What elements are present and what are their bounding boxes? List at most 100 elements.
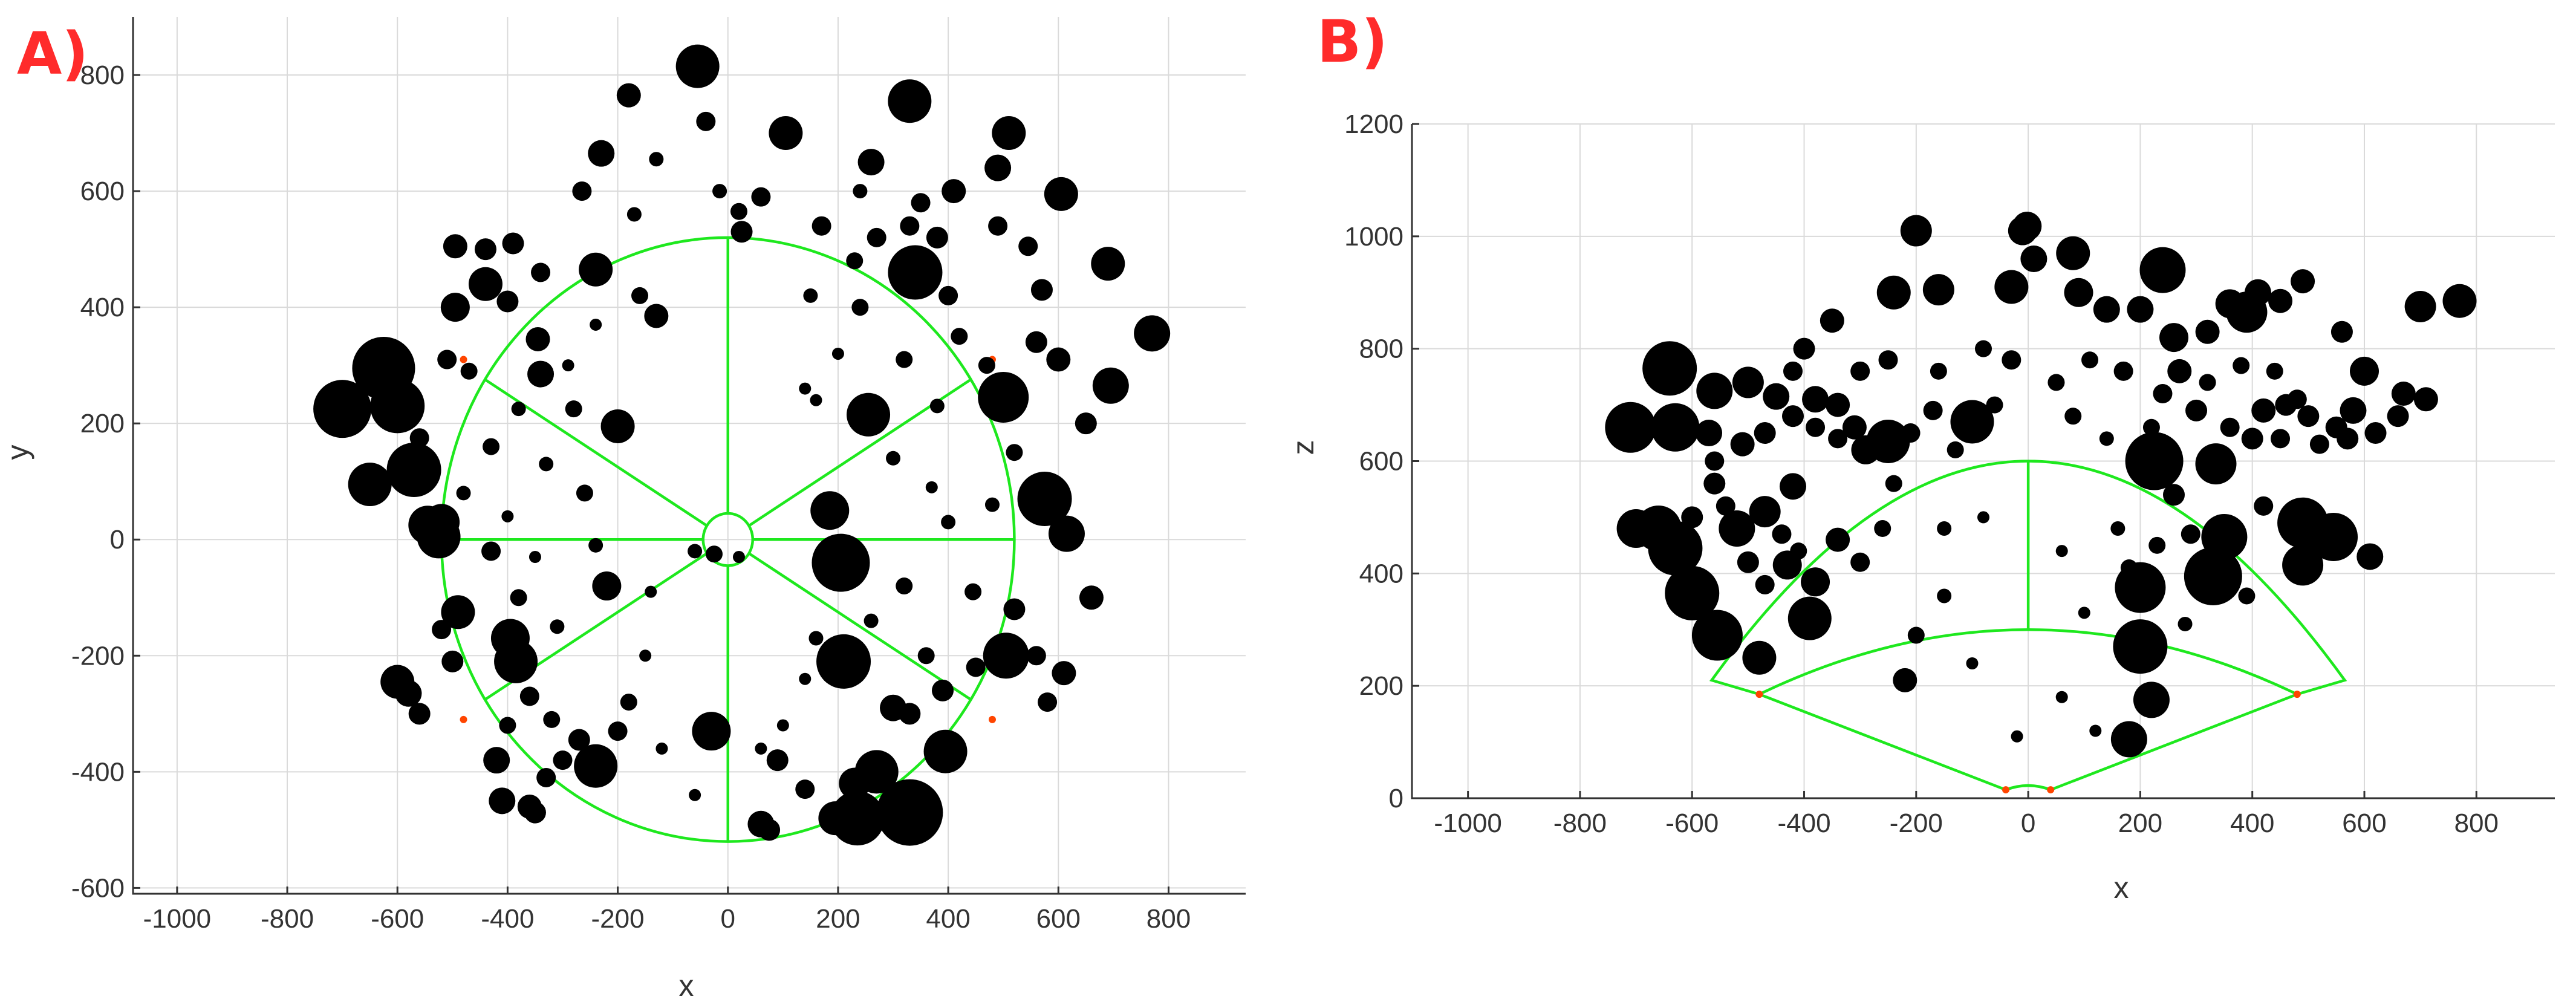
b-data-point [2047, 374, 2065, 391]
panel-a-axes: -1000 -800 -600 -400 -200 0 200 400 600 800 -600 -4… [71, 17, 1246, 934]
b-data-point [1642, 341, 1697, 396]
a-data-point [588, 538, 603, 553]
b-data-point [1780, 473, 1806, 500]
b-y-tick-label: 800 [1359, 334, 1403, 364]
a-data-point [460, 362, 478, 380]
b-data-point [1930, 362, 1947, 380]
a-data-point [592, 571, 622, 601]
a-data-point [568, 729, 590, 751]
a-data-point [992, 116, 1026, 151]
b-data-point [1826, 527, 1850, 552]
a-data-point [810, 394, 822, 406]
a-x-tick-label: 0 [721, 904, 735, 934]
a-data-point [1075, 412, 1097, 435]
b-data-point [1755, 574, 1775, 594]
b-data-point [2291, 269, 2315, 294]
a-data-point [938, 285, 958, 305]
b-data-point [2163, 484, 2185, 506]
b-data-point [1737, 551, 1759, 573]
a-data-point [626, 207, 642, 222]
a-data-point [483, 438, 500, 455]
b-data-point [1901, 423, 1921, 443]
a-data-point [1038, 692, 1058, 712]
a-data-point [751, 187, 771, 207]
a-data-point [348, 463, 392, 507]
a-data-point [408, 703, 431, 725]
b-data-point [2153, 384, 2173, 403]
a-data-point [812, 216, 831, 236]
a-data-point [502, 232, 524, 255]
a-y-tick-label: 600 [80, 177, 125, 206]
panel-a-grid [133, 17, 1246, 894]
b-data-point [2340, 397, 2367, 424]
b-data-point [1719, 510, 1755, 547]
a-y-tick-label: 200 [80, 409, 125, 438]
a-data-point [857, 149, 885, 176]
a-data-point [645, 585, 657, 598]
b-data-point [2282, 544, 2324, 586]
panel-b-fov-corner-point [2002, 786, 2010, 794]
a-data-point [900, 216, 920, 236]
a-data-point [631, 287, 649, 304]
b-data-point [1922, 274, 1954, 306]
a-data-point [1079, 585, 1104, 610]
b-y-tick-label: 400 [1359, 559, 1403, 588]
b-data-point [1874, 520, 1891, 537]
b-data-point [2093, 296, 2120, 323]
a-data-point [851, 299, 869, 316]
a-data-point [649, 152, 664, 167]
a-data-point [579, 252, 613, 287]
b-data-point [2297, 405, 2320, 428]
b-data-point [1605, 402, 1656, 453]
a-data-point [441, 650, 464, 672]
b-data-point [1787, 596, 1832, 640]
b-data-point [2195, 443, 2237, 485]
b-data-point [2133, 682, 2170, 718]
b-data-point [1975, 340, 1992, 357]
a-data-point [847, 392, 891, 437]
b-data-point [2055, 691, 2068, 703]
b-data-point [2181, 524, 2200, 544]
a-data-point [899, 703, 921, 725]
a-data-point [395, 680, 422, 707]
a-x-tick-label: -200 [591, 904, 645, 934]
a-data-point [620, 694, 637, 711]
b-data-point [2309, 512, 2358, 561]
b-data-point [1705, 451, 1725, 471]
a-data-point [795, 779, 815, 799]
a-data-point [1046, 347, 1071, 372]
b-data-point [2011, 730, 2023, 743]
b-data-point [2404, 290, 2436, 322]
b-data-point [2391, 382, 2416, 406]
a-data-point [818, 801, 853, 836]
a-data-point [923, 729, 968, 773]
b-data-point [1696, 420, 1723, 447]
a-data-point [896, 351, 913, 368]
a-data-point [531, 262, 551, 282]
a-data-point [966, 657, 986, 677]
a-data-point [839, 767, 871, 799]
a-data-point [799, 672, 812, 685]
a-data-point [1092, 367, 1129, 404]
a-data-point [539, 457, 554, 472]
a-data-point [810, 491, 850, 530]
panel-b-fov-corner-point [2047, 786, 2055, 794]
panel-b-y-axis-title: z [1286, 440, 1320, 455]
a-data-point [705, 545, 723, 563]
b-data-point [2185, 399, 2208, 421]
a-data-point [732, 551, 745, 564]
panel-a-y-axis-title: y [1, 445, 34, 460]
b-data-point [2089, 724, 2102, 737]
b-data-point [1893, 668, 1917, 692]
a-data-point [983, 633, 1029, 679]
b-data-point [1681, 506, 1703, 529]
a-data-point [1048, 515, 1085, 552]
a-data-point [964, 583, 982, 600]
a-data-point [437, 350, 457, 369]
a-data-point [525, 327, 550, 351]
b-x-tick-label: -200 [1890, 808, 1943, 838]
panel-b-grid [1412, 123, 2555, 799]
b-data-point [1850, 361, 1870, 381]
a-data-point [984, 154, 1012, 181]
